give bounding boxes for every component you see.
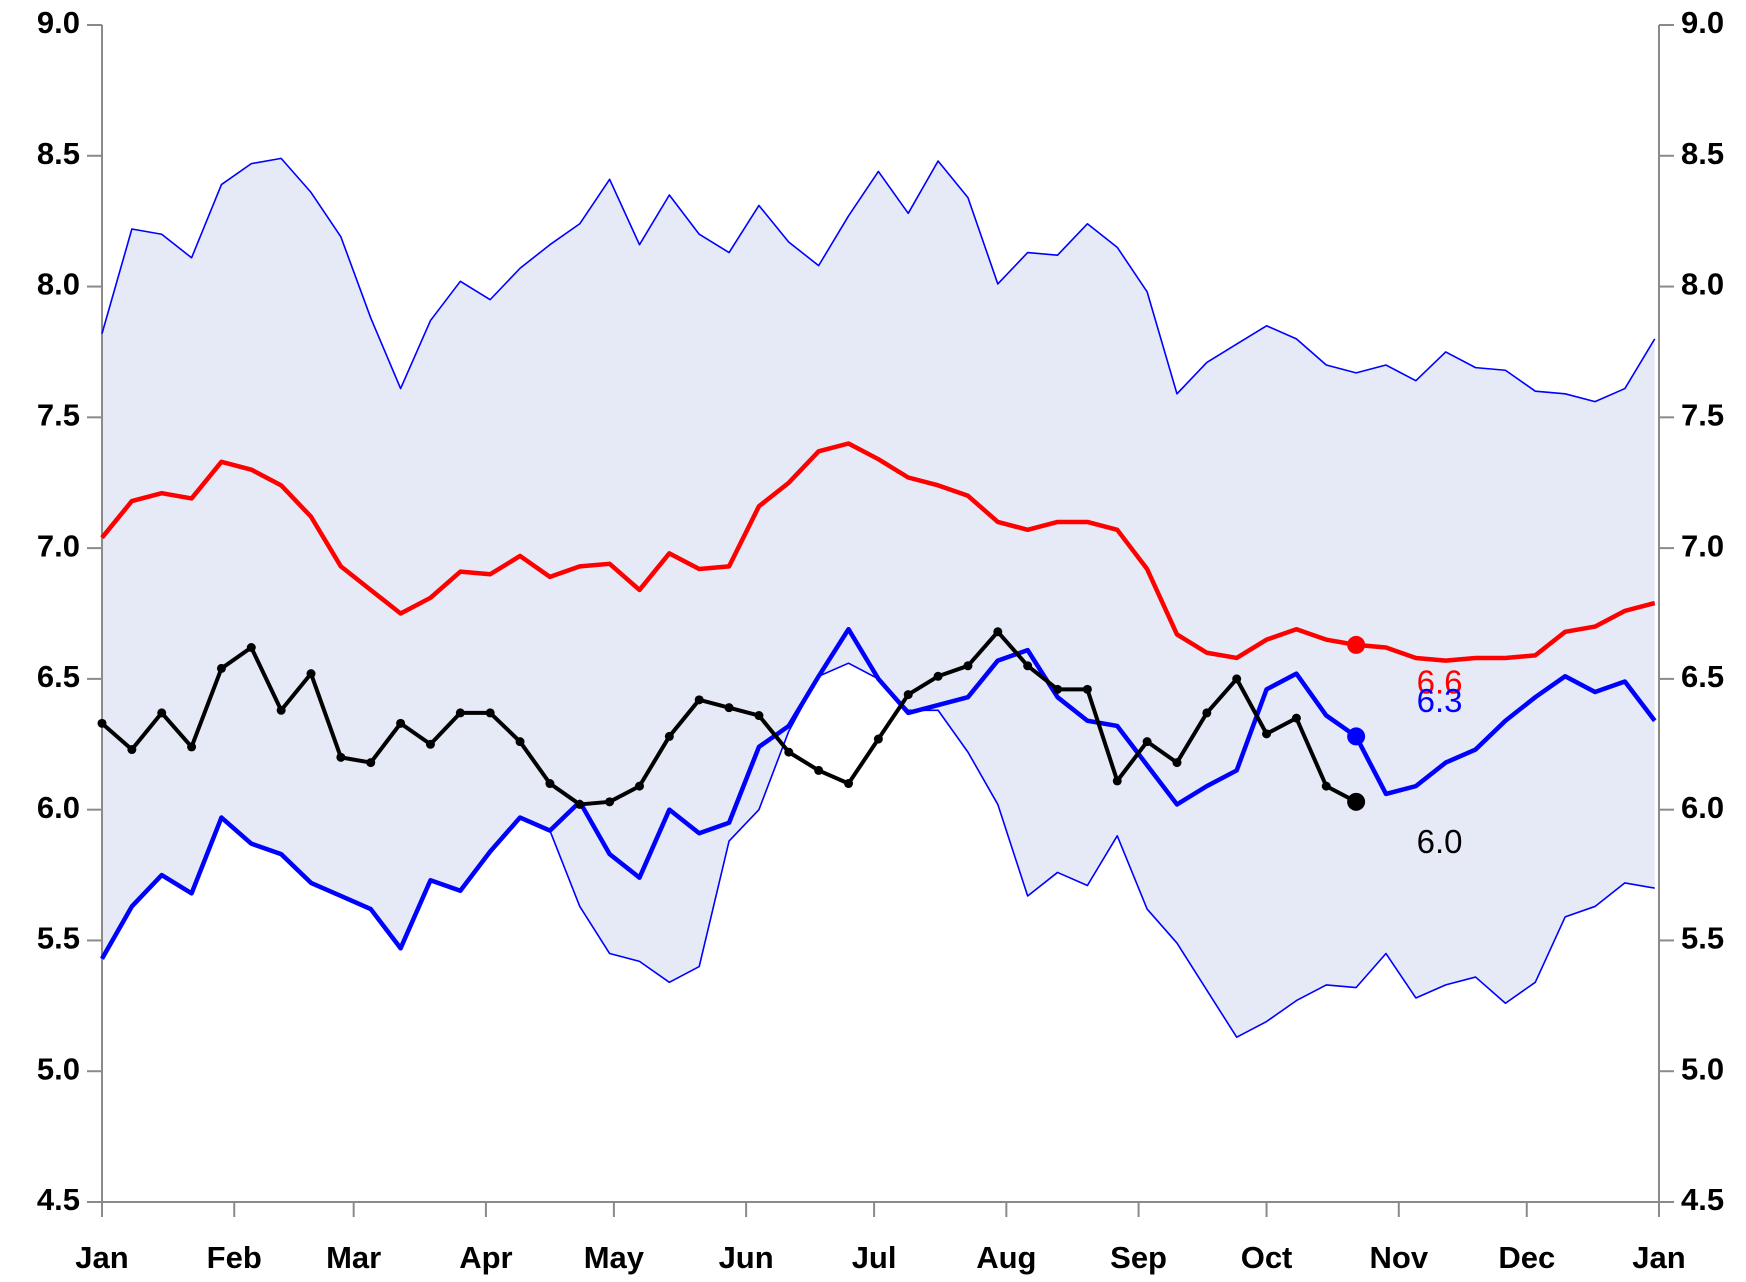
y-tick-label: 6.5	[37, 659, 80, 694]
point-marker	[187, 742, 197, 752]
point-marker	[425, 739, 435, 749]
point-marker	[396, 718, 406, 728]
point-marker	[1023, 661, 1033, 671]
y2-tick-label: 6.0	[1681, 790, 1724, 825]
point-marker	[127, 745, 137, 755]
end-label: 6.3	[1417, 682, 1463, 719]
series-line	[100, 626, 1657, 960]
y2-tick-label: 7.5	[1681, 398, 1724, 433]
y2-tick-label: 7.0	[1681, 528, 1724, 563]
x-tick-label: Mar	[326, 1240, 381, 1275]
point-marker	[157, 708, 167, 718]
y2-tick-label: 8.0	[1681, 267, 1724, 302]
series-line	[101, 157, 1656, 403]
point-marker	[754, 711, 764, 721]
point-marker	[1321, 781, 1331, 791]
point-marker	[933, 671, 943, 681]
point-marker	[1172, 758, 1182, 768]
series-line	[100, 441, 1656, 663]
point-marker	[784, 747, 794, 757]
point-marker	[694, 695, 704, 705]
y-tick-label: 8.0	[37, 267, 80, 302]
point-marker	[485, 708, 495, 718]
end-label: 6.0	[1417, 823, 1463, 860]
point-marker	[1291, 713, 1301, 723]
end-point	[1347, 727, 1366, 746]
point-marker	[814, 765, 824, 775]
x-tick-label: Apr	[459, 1240, 512, 1275]
x-tick-label: Dec	[1498, 1240, 1555, 1275]
y-tick-label: 9.0	[37, 5, 80, 40]
band-layer	[102, 158, 1655, 1038]
end-label: 6.6	[1417, 664, 1463, 701]
point-marker	[276, 705, 286, 715]
y-tick-label: 7.0	[37, 528, 80, 563]
end-point	[1347, 635, 1366, 654]
point-marker	[664, 731, 674, 741]
x-tick-label: Jan	[75, 1240, 128, 1275]
y2-tick-label: 8.5	[1681, 136, 1724, 171]
y-tick-label: 6.0	[37, 790, 80, 825]
y2-tick-label: 5.5	[1681, 921, 1724, 956]
point-marker	[724, 703, 734, 713]
point-marker	[97, 718, 107, 728]
point-marker	[306, 669, 316, 679]
y-tick-label: 7.5	[37, 398, 80, 433]
x-tick-label: May	[584, 1240, 645, 1275]
end-point	[1347, 792, 1366, 811]
point-marker	[993, 627, 1003, 637]
x-tick-label: Jul	[852, 1240, 897, 1275]
point-marker	[605, 797, 615, 807]
x-tick-label: Jun	[719, 1240, 774, 1275]
point-marker	[545, 779, 555, 789]
point-marker	[216, 663, 226, 673]
y-tick-label: 5.0	[37, 1051, 80, 1086]
point-marker	[844, 779, 854, 789]
point-marker	[515, 737, 525, 747]
y2-tick-label: 5.0	[1681, 1051, 1724, 1086]
x-tick-label: Oct	[1241, 1240, 1293, 1275]
point-marker	[246, 643, 256, 653]
point-marker	[1142, 737, 1152, 747]
point-marker	[1202, 708, 1212, 718]
y-tick-label: 8.5	[37, 136, 80, 171]
point-marker	[1232, 674, 1242, 684]
point-marker	[634, 781, 644, 791]
x-tick-label: Jan	[1632, 1240, 1685, 1275]
point-marker	[963, 661, 973, 671]
x-tick-label: Aug	[976, 1240, 1036, 1275]
y-tick-label: 4.5	[37, 1182, 80, 1217]
x-tick-label: Feb	[207, 1240, 262, 1275]
y2-tick-label: 9.0	[1681, 5, 1724, 40]
x-tick-label: Nov	[1370, 1240, 1429, 1275]
point-marker	[455, 708, 465, 718]
point-marker	[1082, 684, 1092, 694]
range-band	[102, 158, 1655, 1038]
point-marker	[366, 758, 376, 768]
point-marker	[1053, 684, 1063, 694]
point-marker	[903, 690, 913, 700]
point-marker	[1112, 776, 1122, 786]
y-tick-label: 5.5	[37, 921, 80, 956]
point-marker	[575, 799, 585, 809]
point-marker	[1262, 729, 1272, 739]
y2-tick-label: 4.5	[1681, 1182, 1724, 1217]
y2-tick-label: 6.5	[1681, 659, 1724, 694]
point-marker	[873, 734, 883, 744]
x-tick-label: Sep	[1110, 1240, 1167, 1275]
point-marker	[336, 752, 346, 762]
